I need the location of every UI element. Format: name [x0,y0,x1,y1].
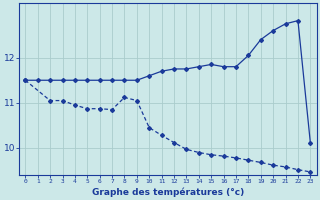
X-axis label: Graphe des températures (°c): Graphe des températures (°c) [92,187,244,197]
